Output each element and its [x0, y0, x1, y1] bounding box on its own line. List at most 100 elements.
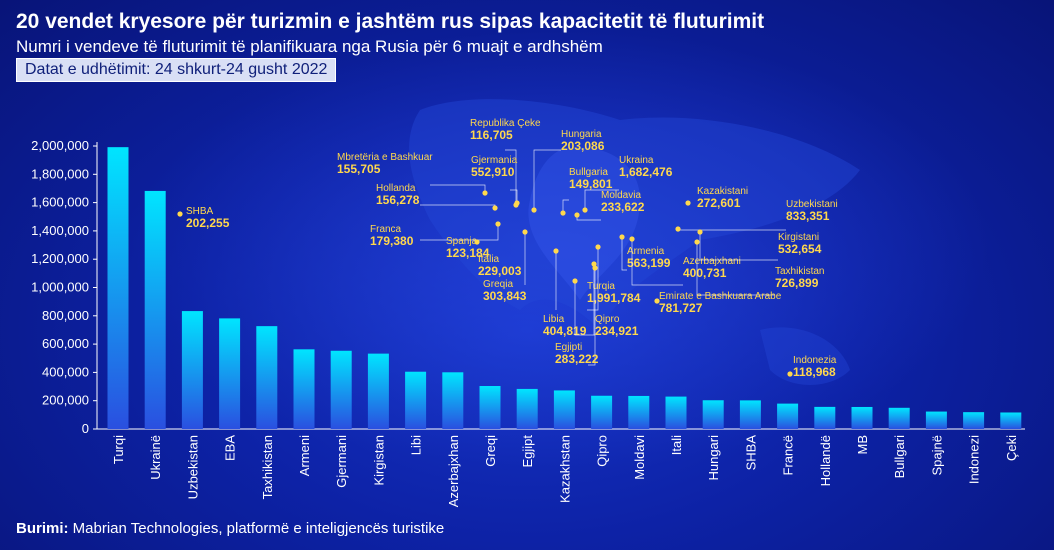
annotation-value: 781,727: [659, 301, 703, 315]
point-marker: [482, 190, 488, 196]
annotation-value: 1,682,476: [619, 165, 673, 179]
annotation-value: 156,278: [376, 193, 420, 207]
x-tick-label: Kazakhstan: [557, 435, 572, 503]
point-marker: [697, 229, 703, 235]
bar-spajn-: [925, 411, 947, 429]
annotation-name: Italia: [478, 254, 500, 265]
annotation-name: Ukraina: [619, 155, 654, 166]
y-tick-label: 800,000: [42, 308, 89, 323]
annotation-value: 404,819: [543, 324, 587, 338]
x-axis-labels: Turqi Ukrainë Uzbekistan EBA Taxhikistan Arme…: [111, 435, 1019, 508]
bar-ukrain-: [144, 190, 166, 429]
bar-indonezi: [963, 412, 985, 429]
y-tick-label: 400,000: [42, 364, 89, 379]
bar-libi: [405, 371, 427, 429]
source-note: Burimi: Mabrian Technologies, platformë …: [16, 520, 444, 537]
annotation-value: 552,910: [471, 165, 515, 179]
y-tick-label: 1,400,000: [31, 223, 89, 238]
point-marker: [572, 278, 578, 284]
annotation-value: 272,601: [697, 196, 741, 210]
annotation-value: 303,843: [483, 289, 527, 303]
annotation-name: Kazakistani: [697, 186, 748, 197]
annotation-value: 149,801: [569, 177, 613, 191]
point-marker: [514, 200, 520, 206]
x-tick-label: Hungari: [706, 435, 721, 481]
point-marker: [595, 244, 601, 250]
point-marker: [553, 248, 559, 254]
point-marker: [685, 200, 691, 206]
bar-franc-: [777, 403, 799, 429]
annotation-value: 726,899: [775, 276, 819, 290]
bar-greqi: [479, 386, 501, 429]
annotation-name: Franca: [370, 224, 402, 235]
bar--eki: [1000, 412, 1022, 429]
bar-armeni: [293, 349, 315, 429]
bars-group: [107, 147, 1022, 429]
y-tick-label: 0: [82, 421, 89, 436]
x-tick-label: Hollandë: [818, 435, 833, 486]
point-marker: [495, 221, 501, 227]
bar-gjermani: [330, 350, 352, 429]
x-tick-label: EBA: [223, 435, 238, 461]
annotation-value: 202,255: [186, 216, 230, 230]
leader-line: [505, 149, 517, 205]
annotation-value: 229,003: [478, 264, 522, 278]
bar-shba: [739, 400, 761, 429]
point-marker: [619, 234, 625, 240]
annotation-name: Azerbajxhani: [683, 256, 741, 267]
annotation-name: Mbretëria e Bashkuar: [337, 152, 433, 163]
source-label: Burimi:: [16, 520, 69, 537]
x-tick-label: Moldavi: [632, 435, 647, 480]
annotation-value: 123,184: [446, 246, 490, 260]
bar-turqi: [107, 147, 129, 429]
y-tick-label: 1,800,000: [31, 166, 89, 181]
bar-eba: [219, 318, 241, 429]
leader-line: [587, 247, 599, 311]
bar-mb: [851, 406, 873, 429]
leader-line: [574, 281, 595, 336]
annotation-name: Moldavia: [601, 190, 641, 201]
x-tick-label: Uzbekistan: [185, 435, 200, 499]
annotation-name: Republika Çeke: [470, 118, 541, 129]
annotation-name: Hungaria: [561, 129, 602, 140]
annotation-value: 179,380: [370, 234, 414, 248]
y-tick-label: 200,000: [42, 393, 89, 408]
x-tick-label: Francë: [781, 435, 796, 475]
annotation-value: 116,705: [470, 128, 513, 142]
bar-holland-: [814, 406, 836, 429]
x-tick-label: Çeki: [1004, 435, 1019, 461]
y-tick-label: 1,200,000: [31, 251, 89, 266]
bar-taxhikistan: [256, 326, 278, 429]
annotation-name: Taxhikistan: [775, 266, 824, 277]
date-range-badge: Datat e udhëtimit: 24 shkurt-24 gusht 20…: [16, 58, 337, 82]
annotation-value: 155,705: [337, 162, 381, 176]
annotation-value: 833,351: [786, 209, 830, 223]
x-tick-label: Greqi: [483, 435, 498, 467]
x-tick-label: Kirgistan: [371, 435, 386, 486]
annotation-value: 1,991,784: [587, 291, 641, 305]
bar-kirgistan: [367, 353, 389, 429]
point-marker: [629, 236, 635, 242]
y-tick-label: 1,000,000: [31, 280, 89, 295]
y-tick-label: 600,000: [42, 336, 89, 351]
annotation-name: Armenia: [627, 246, 665, 257]
point-marker: [694, 239, 700, 245]
x-tick-label: Libi: [409, 435, 424, 455]
annotation-name: Spanja: [446, 236, 478, 247]
source-text: Mabrian Technologies, platformë e inteli…: [68, 520, 445, 537]
